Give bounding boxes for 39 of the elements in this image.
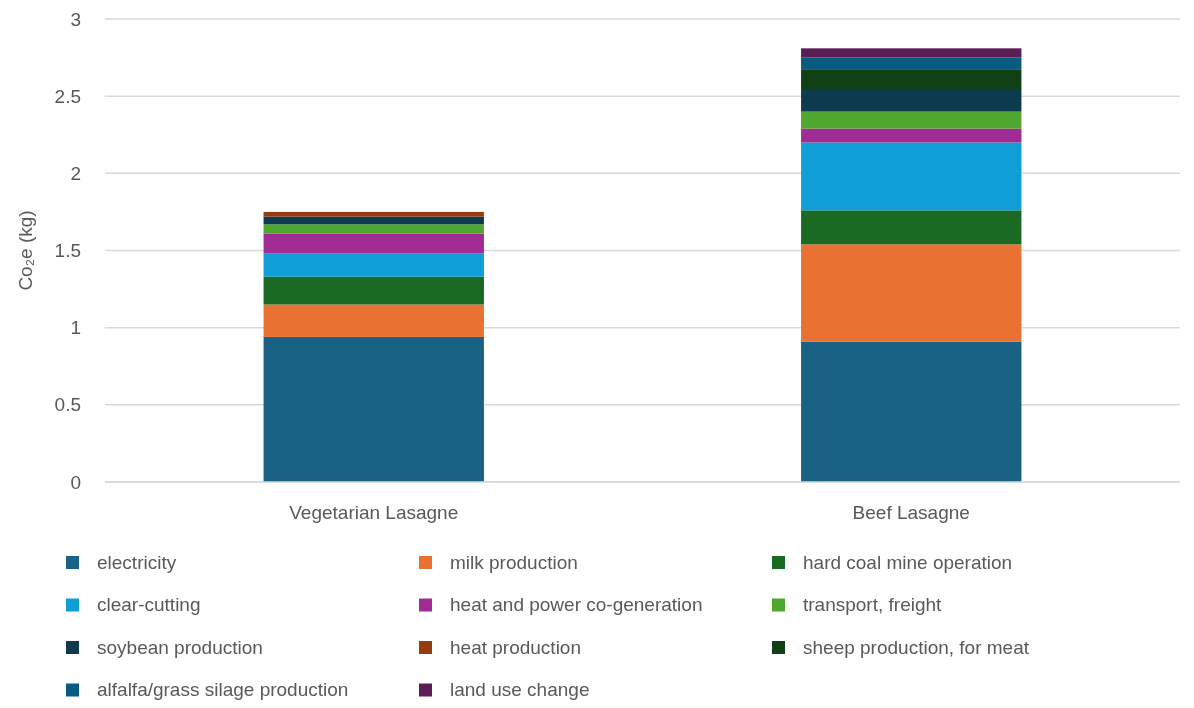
bar bbox=[801, 210, 1022, 245]
x-tick-label: Beef Lasagne bbox=[852, 502, 970, 523]
y-tick-label: 0 bbox=[70, 471, 81, 493]
legend-label: heat production bbox=[450, 636, 581, 658]
bar bbox=[801, 142, 1022, 211]
x-tick-label: Vegetarian Lasagne bbox=[289, 502, 459, 523]
bar bbox=[801, 69, 1022, 90]
bar bbox=[801, 244, 1022, 342]
bar bbox=[801, 128, 1022, 143]
bar bbox=[263, 233, 484, 254]
bar bbox=[263, 224, 484, 234]
legend-label: sheep production, for meat bbox=[803, 636, 1030, 658]
y-tick-label: 1 bbox=[70, 317, 81, 339]
bar bbox=[263, 304, 484, 337]
legend-label: electricity bbox=[97, 551, 177, 573]
y-tick-label: 1.5 bbox=[54, 240, 81, 262]
y-tick-label: 3 bbox=[70, 8, 81, 30]
bar bbox=[801, 89, 1022, 112]
bar bbox=[263, 216, 484, 225]
bar bbox=[263, 336, 484, 482]
y-axis-title: Co₂e (kg) bbox=[15, 210, 36, 291]
legend-label: clear-cutting bbox=[97, 594, 201, 616]
legend-label: soybean production bbox=[97, 636, 263, 658]
legend-label: hard coal mine operation bbox=[803, 551, 1013, 573]
bar bbox=[263, 253, 484, 277]
legend-label: heat and power co-generation bbox=[450, 594, 703, 616]
legend-label: land use change bbox=[450, 679, 590, 701]
y-tick-label: 2.5 bbox=[54, 85, 81, 107]
legend-label: transport, freight bbox=[803, 594, 943, 616]
bar bbox=[801, 111, 1022, 129]
bar bbox=[263, 276, 484, 305]
legend-label: alfalfa/grass silage production bbox=[97, 679, 349, 701]
bar bbox=[801, 48, 1022, 58]
bar bbox=[801, 57, 1022, 70]
y-tick-label: 2 bbox=[70, 162, 81, 184]
bar bbox=[801, 341, 1022, 482]
y-tick-label: 0.5 bbox=[54, 394, 81, 416]
legend-label: milk production bbox=[450, 551, 578, 573]
bar bbox=[263, 211, 484, 217]
